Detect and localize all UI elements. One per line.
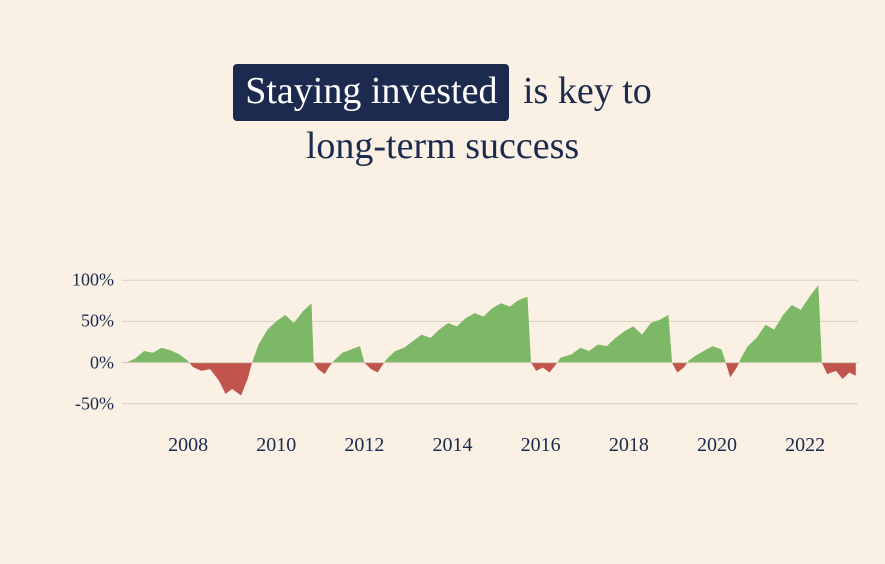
plot-area <box>122 272 858 412</box>
title-line2: long-term success <box>0 121 885 172</box>
x-tick-label: 2012 <box>344 434 384 457</box>
y-tick-label: 0% <box>90 352 114 373</box>
x-tick-label: 2020 <box>697 434 737 457</box>
x-tick-label: 2010 <box>256 434 296 457</box>
y-tick-label: 100% <box>72 270 114 291</box>
x-axis: 2008 2010 2012 2014 2016 2018 2020 2022 <box>122 434 858 464</box>
returns-chart: -50%0%50%100% 20082010201220142016201820… <box>60 272 860 452</box>
x-tick-label: 2018 <box>609 434 649 457</box>
x-tick-label: 2016 <box>521 434 561 457</box>
y-axis: -50% 0% 50% 100% <box>60 272 120 412</box>
x-tick-label: 2014 <box>433 434 473 457</box>
y-tick-label: 50% <box>81 311 114 332</box>
chart-title: Staying invested is key to long-term suc… <box>0 64 885 173</box>
x-tick-label: 2008 <box>168 434 208 457</box>
title-highlight: Staying invested <box>233 64 509 121</box>
title-rest-line1: is key to <box>513 70 651 112</box>
x-tick-label: 2022 <box>785 434 825 457</box>
y-tick-label: -50% <box>75 393 114 414</box>
